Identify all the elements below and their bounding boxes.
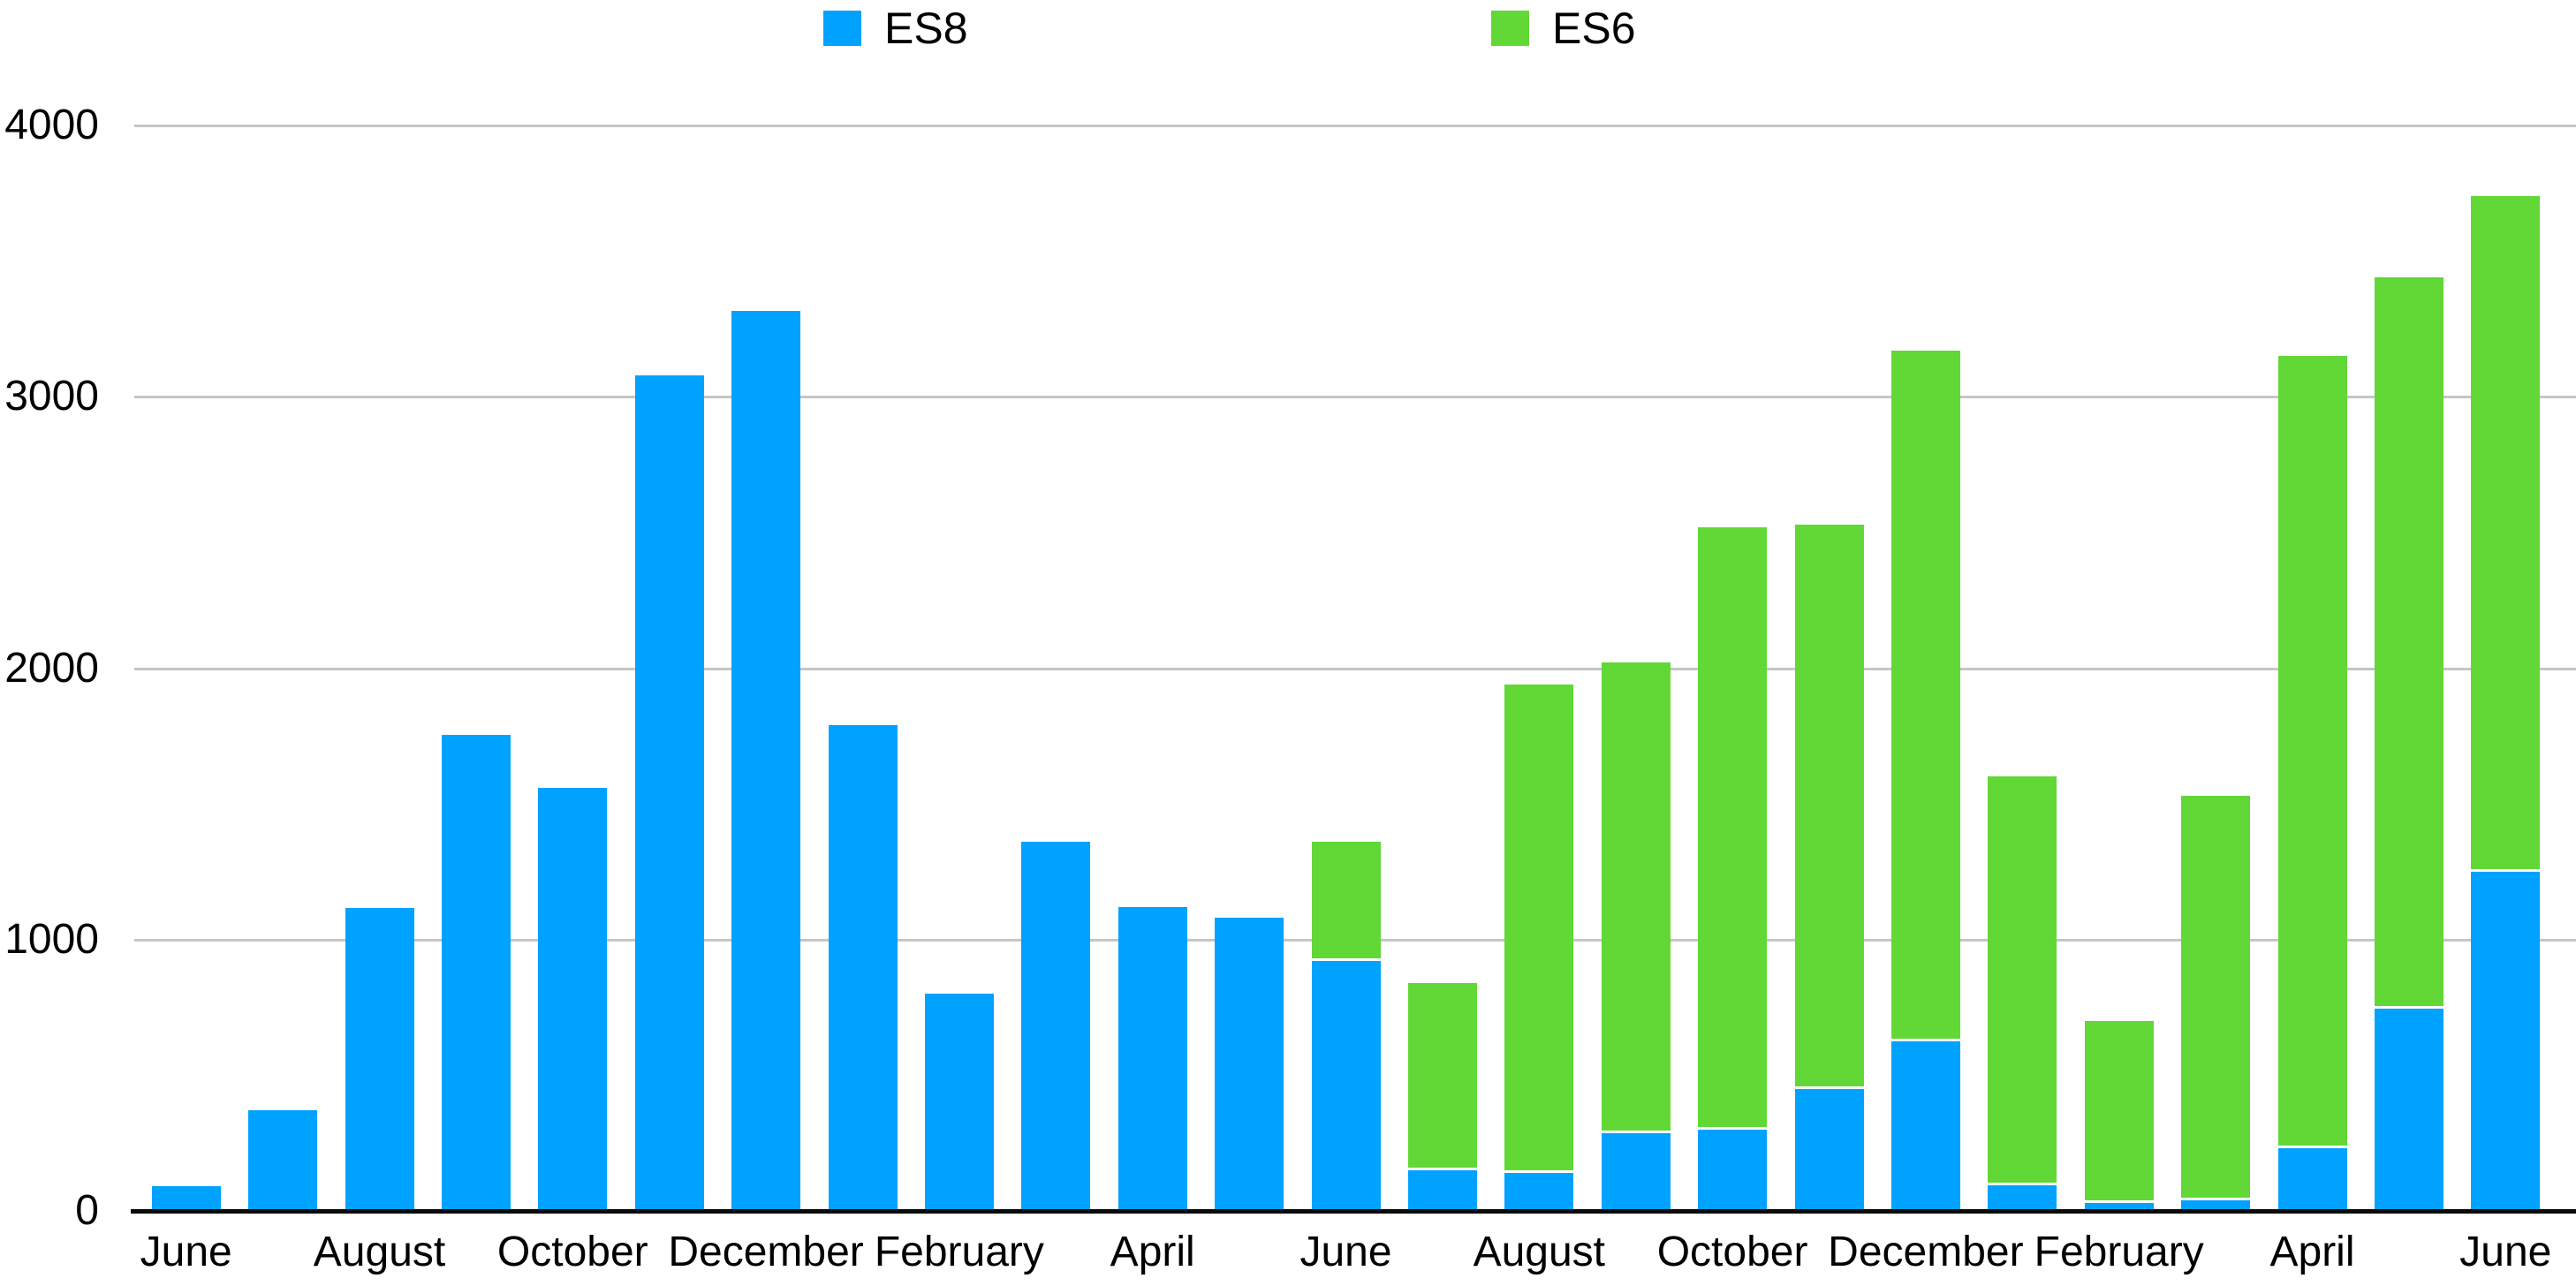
bar-segment-es8-may-23 — [2374, 1009, 2443, 1211]
bar-segment-es6-september-15 — [1601, 662, 1671, 1131]
x-tick-label-april-22: April — [2269, 1229, 2355, 1275]
legend-swatch-es6 — [1491, 11, 1529, 46]
bar-segment-es8-february-20 — [2084, 1202, 2154, 1211]
bar-segment-es6-february-20 — [2084, 1020, 2154, 1200]
y-tick-label-4000: 4000 — [4, 102, 99, 148]
bar-segment-es6-november-17 — [1794, 524, 1864, 1086]
x-tick-label-june-0: June — [140, 1229, 232, 1275]
bar-segment-separator-20 — [2084, 1199, 2154, 1203]
bar-segment-es8-october-16 — [1698, 1129, 1768, 1211]
bar-segment-es8-september-15 — [1601, 1133, 1671, 1211]
bar-segment-separator-24 — [2471, 868, 2541, 872]
bar-segment-es8-november-5 — [634, 374, 704, 1211]
bar-segment-es8-january-7 — [828, 725, 898, 1211]
bar-segment-es8-january-19 — [1988, 1184, 2057, 1211]
bar-segment-es8-december-6 — [731, 311, 801, 1211]
y-tick-label-1000: 1000 — [4, 915, 99, 963]
bar-segment-es6-august-14 — [1504, 685, 1574, 1170]
bar-segment-es8-april-10 — [1118, 906, 1187, 1211]
bar-segment-es6-june-12 — [1311, 842, 1381, 959]
legend-label-es6: ES6 — [1552, 4, 1636, 53]
bar-segment-es8-june-12 — [1311, 961, 1381, 1211]
bar-segment-separator-13 — [1407, 1167, 1477, 1170]
y-tick-label-2000: 2000 — [4, 644, 99, 692]
gridline-4000 — [134, 125, 2576, 127]
bar-segment-es8-may-11 — [1215, 918, 1284, 1211]
bar-segment-separator-16 — [1698, 1126, 1768, 1130]
legend-item-es8: ES8 — [823, 5, 968, 51]
x-tick-label-february-20: February — [2034, 1229, 2204, 1275]
x-tick-label-october-16: October — [1656, 1229, 1808, 1275]
bar-segment-es8-march-21 — [2181, 1199, 2251, 1211]
bar-segment-es8-april-22 — [2277, 1148, 2347, 1211]
x-axis-line — [131, 1209, 2576, 1214]
bar-segment-es8-august-2 — [345, 908, 414, 1211]
bar-segment-es8-october-4 — [538, 787, 608, 1211]
bar-segment-separator-19 — [1988, 1182, 2057, 1185]
bar-segment-es6-october-16 — [1698, 526, 1768, 1127]
x-tick-label-june-24: June — [2459, 1229, 2552, 1275]
bar-segment-es8-december-18 — [1890, 1040, 1960, 1211]
y-tick-label-0: 0 — [75, 1187, 99, 1234]
x-tick-label-august-2: August — [313, 1229, 446, 1275]
bar-segment-es8-february-8 — [924, 994, 994, 1211]
bar-segment-es8-july-1 — [248, 1110, 318, 1211]
bar-segment-separator-18 — [1890, 1038, 1960, 1041]
bar-segment-separator-22 — [2277, 1146, 2347, 1149]
bar-segment-separator-21 — [2181, 1197, 2251, 1200]
y-tick-label-3000: 3000 — [4, 373, 99, 420]
legend-swatch-es8 — [823, 11, 861, 46]
bar-segment-es6-december-18 — [1890, 351, 1960, 1039]
bar-segment-es6-may-23 — [2374, 277, 2443, 1007]
x-tick-label-october-4: October — [496, 1229, 648, 1275]
bar-segment-es8-august-14 — [1504, 1172, 1574, 1211]
x-tick-label-june-12: June — [1299, 1229, 1392, 1275]
x-tick-label-february-8: February — [874, 1229, 1044, 1275]
legend-label-es8: ES8 — [884, 4, 968, 53]
bar-segment-es8-march-9 — [1021, 842, 1091, 1211]
bar-segment-es8-november-17 — [1794, 1088, 1864, 1211]
bar-segment-es6-march-21 — [2181, 795, 2251, 1198]
bar-segment-es8-june-0 — [151, 1186, 221, 1211]
bar-segment-es6-june-24 — [2471, 195, 2541, 869]
bar-segment-separator-17 — [1794, 1086, 1864, 1089]
gridline-3000 — [134, 396, 2576, 399]
bar-segment-es6-january-19 — [1988, 776, 2057, 1183]
x-tick-label-december-18: December — [1828, 1229, 2024, 1275]
bar-segment-es8-july-13 — [1407, 1169, 1477, 1211]
bar-segment-es8-september-3 — [441, 734, 511, 1211]
x-tick-label-april-10: April — [1110, 1229, 1195, 1275]
bar-segment-separator-15 — [1601, 1131, 1671, 1134]
bar-segment-es6-july-13 — [1407, 982, 1477, 1168]
bar-segment-separator-12 — [1311, 958, 1381, 962]
bar-segment-separator-14 — [1504, 1169, 1574, 1173]
bar-segment-es8-june-24 — [2471, 871, 2541, 1211]
legend-item-es6: ES6 — [1491, 5, 1636, 51]
bar-segment-es6-april-22 — [2277, 356, 2347, 1146]
bar-segment-separator-23 — [2374, 1006, 2443, 1010]
x-tick-label-december-6: December — [668, 1229, 864, 1275]
gridline-2000 — [134, 667, 2576, 670]
x-tick-label-august-14: August — [1473, 1229, 1606, 1275]
